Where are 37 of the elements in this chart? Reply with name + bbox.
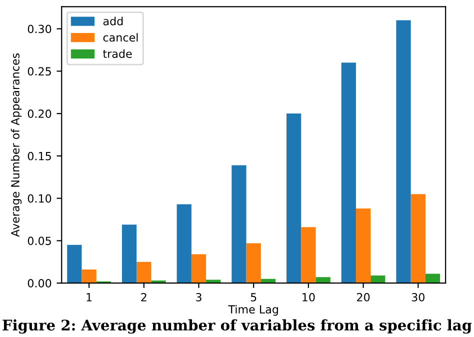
x-tick-label: 5 xyxy=(250,293,256,302)
y-axis-title: Average Number of Appearances xyxy=(10,53,22,237)
legend-label: add xyxy=(103,16,123,26)
y-tick-label: 0.00 xyxy=(28,279,52,288)
bar xyxy=(316,277,330,284)
y-tick-label: 0.20 xyxy=(28,110,52,118)
bar xyxy=(286,114,302,284)
x-tick-label: 1 xyxy=(86,293,92,302)
y-tick-label: 0.05 xyxy=(28,236,51,246)
y-tick-label: 0.15 xyxy=(28,152,51,160)
x-tick-label: 30 xyxy=(412,293,424,302)
y-tick-label: 0.30 xyxy=(28,24,52,34)
bar xyxy=(341,62,356,284)
y-tick-label: 0.25 xyxy=(28,67,51,76)
bar xyxy=(356,208,371,284)
x-tick-label: 3 xyxy=(196,293,202,302)
bar xyxy=(396,20,411,284)
x-axis-title: Time Lag xyxy=(228,304,278,316)
bar xyxy=(370,275,386,284)
legend-label: cancel xyxy=(103,33,138,42)
bar xyxy=(246,243,261,284)
bar xyxy=(136,262,152,284)
bar xyxy=(191,254,206,284)
x-tick-label: 2 xyxy=(141,293,146,302)
bar xyxy=(232,165,246,284)
bar xyxy=(122,224,137,284)
x-tick-label: 20 xyxy=(357,293,370,302)
bar xyxy=(301,227,316,284)
y-tick-label: 0.10 xyxy=(28,194,52,203)
bar xyxy=(82,270,96,284)
legend-label: trade xyxy=(103,49,132,58)
x-tick-label: 10 xyxy=(302,293,315,302)
bar xyxy=(176,204,192,284)
caption: Figure 2: Average number of variables from a specific lag xyxy=(2,319,472,334)
bar xyxy=(410,194,426,284)
bar xyxy=(425,274,440,284)
bar xyxy=(67,244,82,284)
